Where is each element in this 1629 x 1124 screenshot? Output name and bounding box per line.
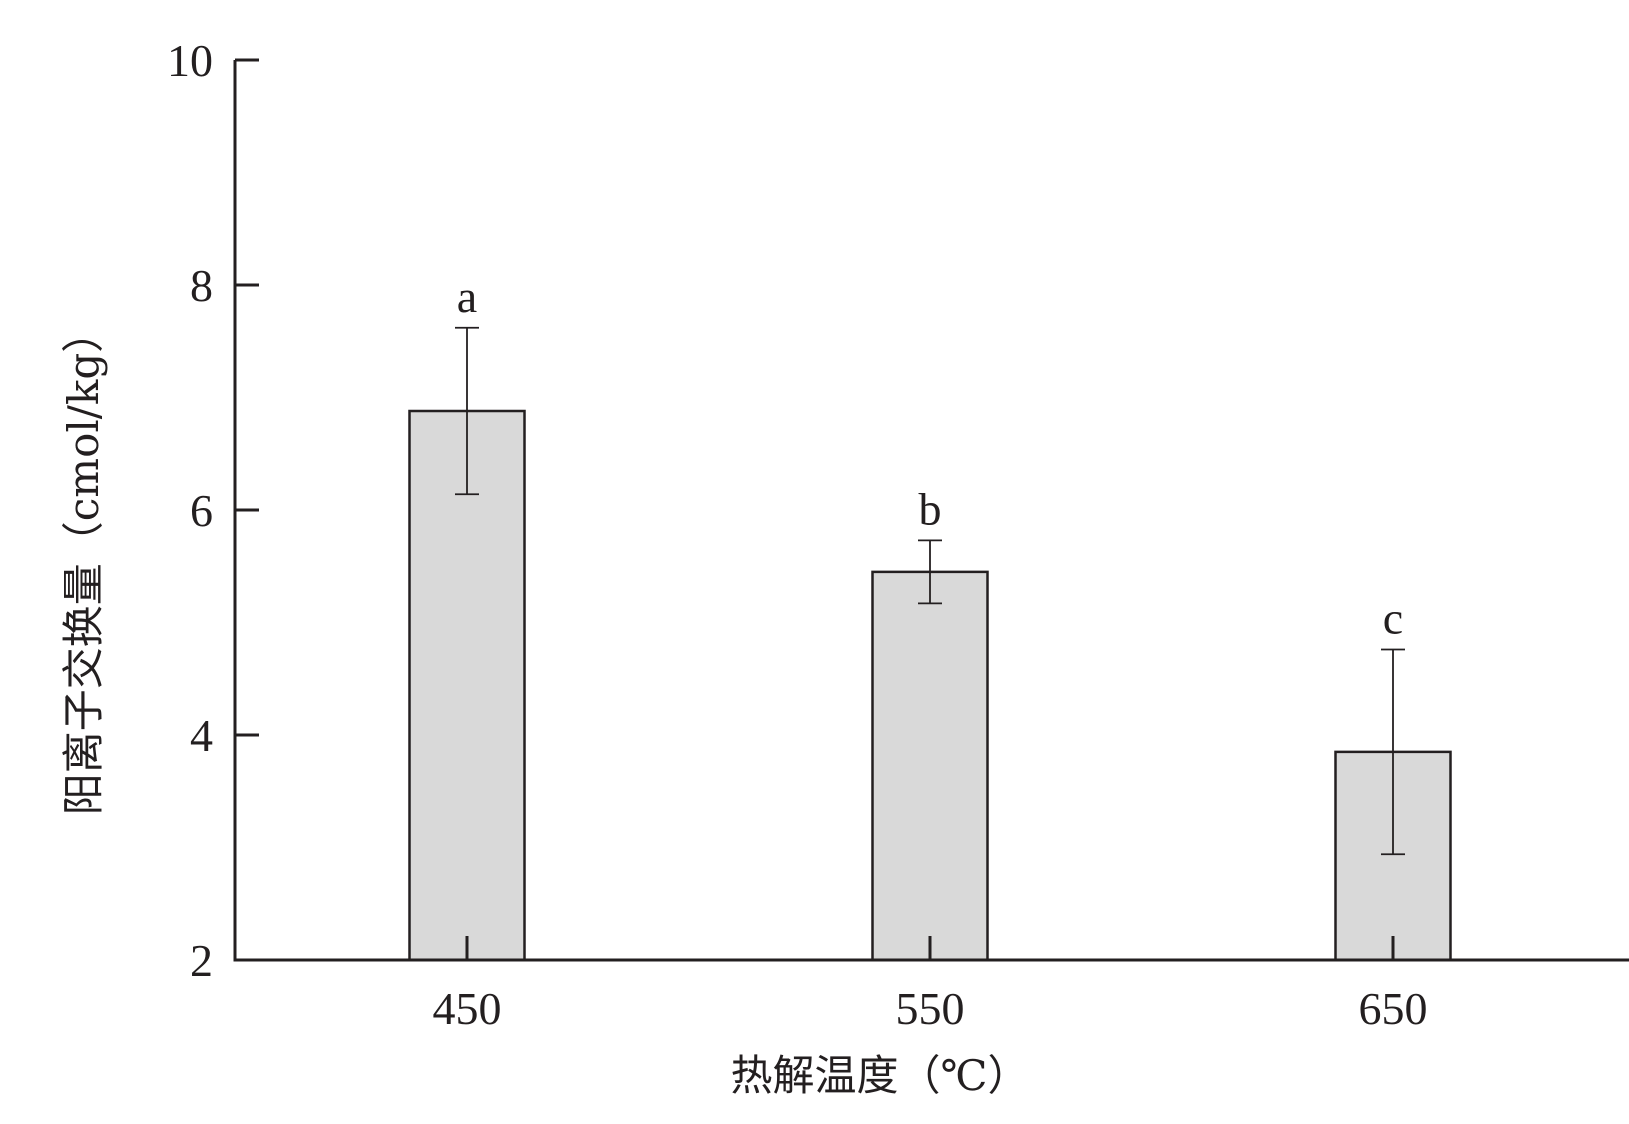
bar-450 — [408, 409, 526, 962]
significance-label-450: a — [457, 271, 477, 322]
y-tick-label-4: 4 — [190, 710, 213, 761]
error-bars-layer — [455, 326, 1405, 856]
significance-label-550: b — [919, 483, 942, 534]
x-tick-label-450: 450 — [433, 983, 502, 1034]
y-tick-label-8: 8 — [190, 260, 213, 311]
labels-layer: a b c 2 4 6 8 10 450 550 650 — [167, 35, 1428, 1034]
significance-label-650: c — [1383, 593, 1403, 644]
y-axis-title: 阳离子交换量（cmol/kg） — [59, 311, 108, 816]
bar-550 — [871, 570, 989, 962]
axes-layer — [233, 58, 1629, 962]
y-tick-label-6: 6 — [190, 485, 213, 536]
x-tick-label-550: 550 — [896, 983, 965, 1034]
y-tick-label-2: 2 — [190, 935, 213, 986]
x-tick-label-650: 650 — [1359, 983, 1428, 1034]
y-tick-label-10: 10 — [167, 35, 213, 86]
x-axis-title: 热解温度（℃） — [731, 1051, 1030, 1100]
